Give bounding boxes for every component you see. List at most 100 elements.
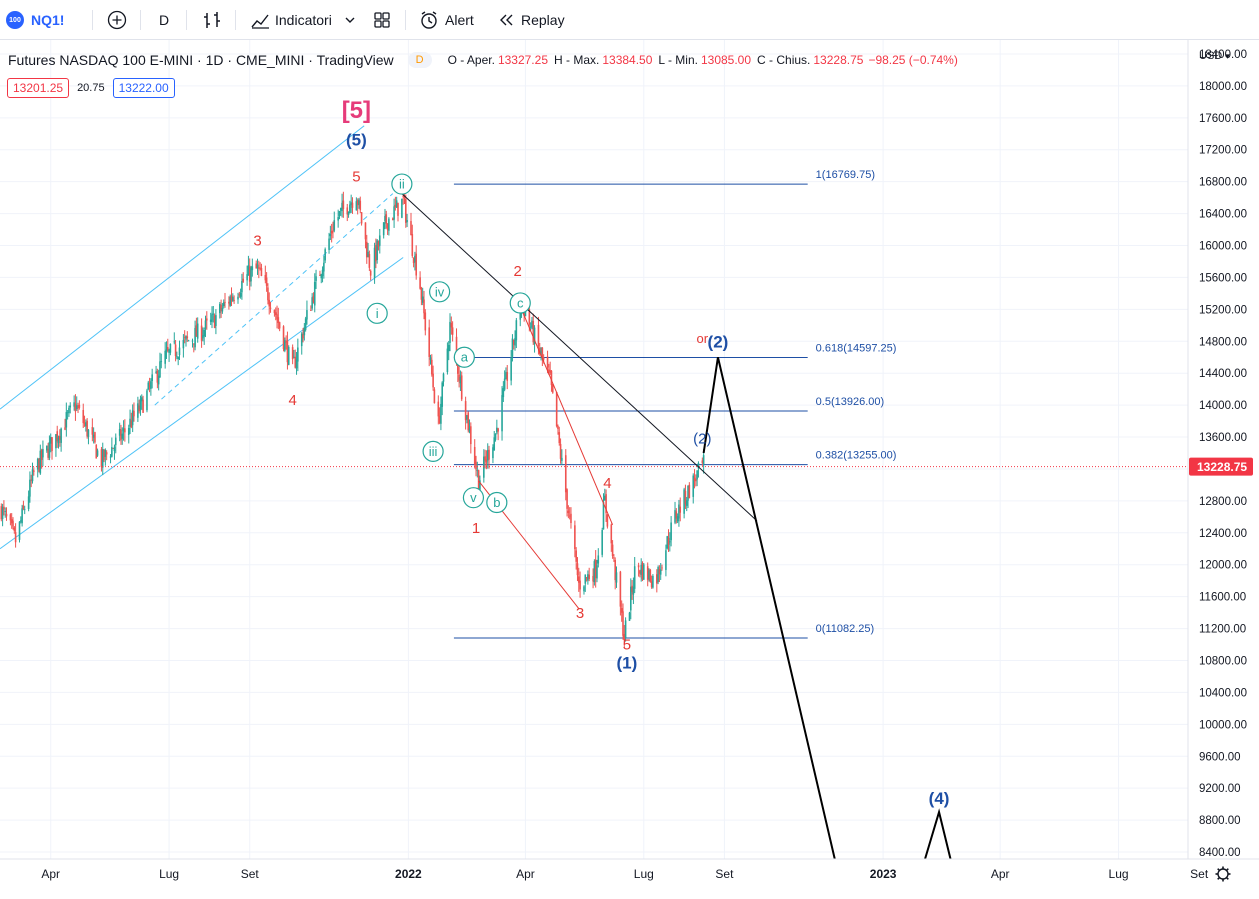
candle-body — [477, 470, 480, 492]
candle-body — [446, 348, 449, 373]
candle-body — [468, 428, 471, 432]
candle-body — [251, 266, 254, 271]
candle — [470, 422, 472, 454]
data-source-badge[interactable]: D — [407, 52, 432, 68]
candle-body — [221, 307, 224, 312]
interval-button[interactable]: D — [159, 8, 169, 32]
settings-gear-icon[interactable] — [1215, 866, 1231, 882]
chart-canvas[interactable]: 1(16769.75) 0.618(14597.25) 0.5(13926.00) 0… — [0, 40, 1259, 899]
candle — [75, 396, 78, 411]
candle-body — [186, 336, 189, 339]
candle — [96, 448, 99, 457]
candle — [496, 419, 498, 435]
candle-body — [165, 349, 168, 352]
candle — [22, 500, 25, 511]
candle-body — [486, 450, 489, 461]
candle-body — [519, 312, 522, 320]
candle-body — [27, 496, 30, 510]
candle — [696, 469, 698, 487]
candle — [594, 550, 597, 588]
candle-body — [637, 565, 640, 568]
downtrend-line — [401, 193, 758, 522]
replay-button[interactable]: Replay — [498, 8, 565, 32]
candle — [196, 317, 199, 343]
candle-body — [620, 608, 623, 613]
candle — [610, 523, 613, 552]
candle-body — [57, 437, 60, 444]
candle-body — [602, 501, 605, 530]
candle — [287, 345, 290, 366]
indicators-button[interactable]: Indicatori — [249, 8, 358, 32]
toolbar-divider — [405, 10, 406, 30]
candle — [468, 419, 471, 434]
candle-body — [548, 369, 550, 372]
candle-body — [9, 514, 12, 521]
candle-body — [347, 212, 350, 215]
candle — [137, 396, 139, 422]
plus-circle-icon — [107, 10, 127, 30]
candle — [185, 335, 187, 347]
candle-body — [641, 563, 644, 580]
candle-body — [421, 296, 424, 303]
symbol-search[interactable]: 100 NQ1! — [6, 8, 64, 32]
bid-price-button[interactable]: 13201.25 — [7, 78, 70, 98]
candle-body — [583, 586, 585, 592]
price-tick-label: 8800.00 — [1199, 815, 1241, 827]
ask-price-button[interactable]: 13222.00 — [112, 78, 175, 98]
candle-body — [324, 249, 326, 261]
candle-body — [282, 326, 285, 350]
candle-body — [382, 222, 385, 236]
candle-body — [174, 344, 177, 356]
candle-body — [532, 321, 535, 343]
candle — [224, 292, 226, 308]
candle-body — [693, 477, 696, 481]
candle — [209, 312, 212, 326]
candle — [475, 455, 477, 477]
candle-body — [247, 265, 250, 276]
candle — [321, 266, 324, 283]
candle-body — [101, 449, 104, 468]
chevron-down-icon[interactable] — [342, 12, 358, 28]
candle-body — [3, 506, 5, 510]
candle — [359, 196, 362, 214]
candle-body — [484, 456, 486, 461]
currency-selector[interactable]: USD ▾ — [1199, 50, 1230, 62]
wave-label: iii — [429, 444, 438, 459]
candle-body — [656, 574, 658, 584]
candle — [628, 611, 631, 622]
candle — [692, 473, 695, 504]
candle-body — [442, 373, 445, 382]
wave-label: (4) — [929, 789, 950, 808]
candle — [65, 402, 68, 437]
candle — [30, 474, 33, 488]
candle-body — [588, 574, 590, 579]
candle-body — [406, 220, 408, 223]
candle — [661, 564, 663, 571]
candle-body — [122, 428, 125, 432]
candle — [503, 370, 506, 392]
candle-body — [455, 336, 458, 359]
time-tick-label: 2022 — [395, 867, 422, 881]
candle — [237, 292, 239, 304]
candle — [195, 317, 198, 337]
candle-body — [350, 202, 352, 206]
price-tick-label: 13600.00 — [1199, 432, 1247, 444]
legend-high-label: H - Max. — [554, 53, 600, 67]
candle-body — [510, 357, 512, 381]
candle — [33, 467, 35, 476]
compare-symbol-button[interactable] — [106, 8, 128, 32]
candle — [613, 554, 615, 562]
candle-body — [488, 449, 490, 460]
candle — [506, 364, 509, 390]
candle — [585, 577, 588, 582]
layout-button[interactable] — [371, 8, 393, 32]
chart-style-button[interactable] — [201, 8, 223, 32]
top-toolbar: 100 NQ1! D Indicatori Alert Replay — [0, 0, 1259, 40]
candle — [146, 388, 148, 413]
layout-grid-icon — [374, 12, 390, 28]
candle-body — [688, 484, 691, 499]
channel-lower-line — [0, 257, 404, 550]
candle-body — [38, 459, 40, 472]
candle — [130, 412, 133, 429]
alert-button[interactable]: Alert — [418, 8, 474, 32]
